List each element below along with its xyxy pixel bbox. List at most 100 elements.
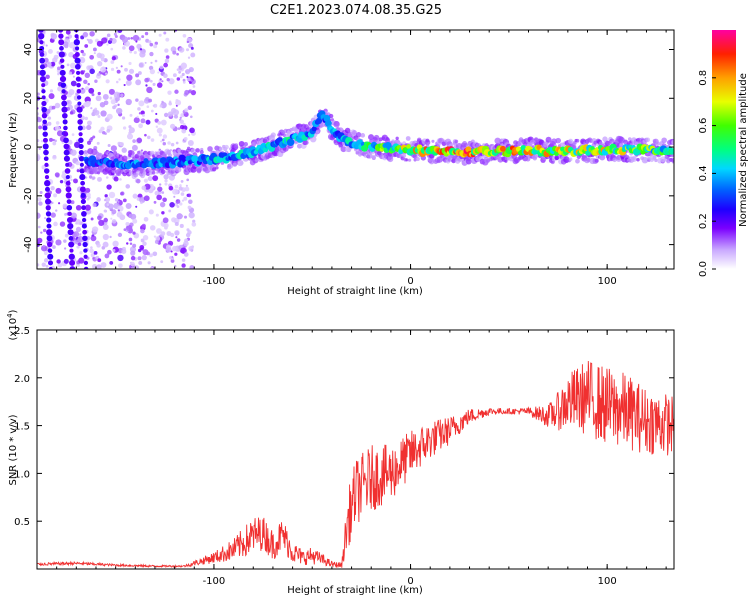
noise-speck [78, 257, 85, 264]
y-tick-label: -20 [23, 188, 34, 204]
noise-speck [103, 209, 107, 213]
noise-speck [52, 138, 55, 142]
noise-speck [144, 31, 149, 36]
noise-speck [84, 44, 89, 48]
noise-speck [185, 184, 188, 187]
noise-speck [87, 39, 93, 44]
noise-speck [113, 91, 120, 98]
noise-speck [183, 252, 189, 257]
streak-blob [44, 174, 50, 180]
noise-speck [79, 233, 82, 236]
noise-speck [142, 241, 147, 246]
noise-speck [161, 100, 164, 104]
ridge-halo [234, 143, 239, 148]
noise-speck [94, 107, 98, 111]
noise-speck [144, 77, 149, 83]
streak-blob [76, 70, 81, 75]
noise-speck [105, 196, 111, 202]
noise-speck [96, 197, 101, 202]
noise-speck [73, 178, 78, 184]
noise-speck [165, 55, 170, 59]
ridge-halo [568, 157, 573, 162]
noise-speck [110, 47, 114, 51]
ridge-halo [366, 153, 373, 159]
noise-speck [132, 231, 136, 235]
noise-speck [37, 139, 40, 143]
streak-blob [64, 168, 71, 174]
noise-speck [37, 263, 40, 267]
noise-speck [117, 254, 124, 262]
streak-blob [78, 143, 84, 150]
y-tick-label: 0 [23, 144, 34, 150]
noise-speck [106, 129, 111, 133]
ridge-halo [525, 156, 531, 162]
ridge-halo [228, 163, 234, 169]
noise-speck [83, 79, 88, 85]
noise-speck [37, 154, 41, 161]
noise-speck [131, 266, 135, 269]
noise-speck [147, 261, 151, 265]
noise-speck [172, 50, 177, 55]
noise-speck [68, 88, 75, 96]
noise-speck [115, 107, 123, 115]
noise-speck [49, 89, 54, 93]
noise-speck [158, 33, 162, 37]
ridge-halo [199, 150, 204, 155]
noise-speck [167, 141, 171, 145]
noise-speck [74, 104, 78, 109]
noise-speck [100, 262, 107, 268]
noise-speck [84, 176, 88, 179]
noise-speck [187, 139, 194, 146]
noise-speck [148, 40, 152, 44]
streak-blob [80, 199, 86, 205]
noise-speck [189, 265, 195, 269]
noise-speck [165, 248, 168, 251]
noise-speck [38, 147, 41, 150]
y-tick-label: -40 [23, 236, 34, 252]
noise-speck [136, 43, 142, 50]
noise-speck [80, 221, 84, 225]
noise-speck [188, 199, 193, 205]
noise-speck [109, 235, 112, 239]
noise-speck [174, 221, 179, 226]
ridge-halo [243, 142, 249, 147]
noise-speck [160, 231, 166, 236]
streak-blob [45, 211, 52, 217]
noise-speck [132, 139, 136, 143]
noise-speck [107, 143, 111, 147]
noise-speck [100, 110, 107, 117]
noise-speck [147, 176, 153, 182]
noise-speck [188, 43, 194, 49]
noise-speck [179, 223, 184, 228]
noise-speck [187, 105, 192, 111]
noise-speck [112, 249, 116, 252]
noise-speck [125, 98, 132, 106]
noise-speck [103, 198, 107, 202]
noise-speck [90, 137, 94, 141]
noise-speck [157, 71, 160, 74]
noise-speck [150, 109, 154, 113]
ridge-halo [652, 155, 657, 160]
streak-blob [42, 125, 48, 131]
noise-speck [150, 138, 155, 142]
noise-speck [97, 258, 102, 263]
noise-speck [125, 224, 133, 232]
noise-speck [79, 251, 83, 255]
noise-speck [149, 51, 154, 57]
ridge-halo [655, 141, 660, 147]
noise-speck [126, 133, 134, 140]
ridge-halo [160, 169, 166, 175]
streak-blob [65, 180, 71, 186]
ridge-halo [207, 146, 213, 152]
noise-speck [51, 105, 56, 110]
noise-speck [43, 258, 49, 263]
colorbar-tick-label: 0.8 [698, 70, 709, 86]
noise-speck [110, 60, 115, 64]
noise-speck [117, 198, 121, 202]
noise-speck [88, 175, 93, 179]
streak-blob [59, 46, 64, 51]
noise-speck [154, 239, 159, 244]
noise-speck [72, 75, 75, 78]
noise-speck [111, 56, 116, 61]
noise-speck [128, 213, 133, 218]
